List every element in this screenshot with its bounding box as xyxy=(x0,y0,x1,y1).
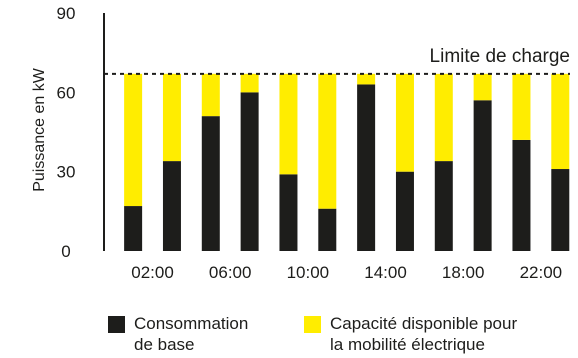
bar-base-consumption xyxy=(162,161,181,251)
bar-base-consumption xyxy=(512,139,531,251)
bar-ev-capacity xyxy=(240,73,259,93)
bar-ev-capacity xyxy=(551,73,570,170)
y-tick-labels: 0 30 60 90 xyxy=(57,4,76,261)
bar-base-consumption xyxy=(279,174,298,251)
charge-limit-label: Limite de charge xyxy=(430,46,570,67)
legend-label-base: Consommation de base xyxy=(134,314,249,354)
bar-base-consumption xyxy=(551,169,570,251)
legend-item-capacity: Capacité disponible pour la mobilité éle… xyxy=(304,313,517,355)
x-tick-label: 06:00 xyxy=(209,263,252,282)
bars-group xyxy=(124,73,570,252)
bar-ev-capacity xyxy=(162,73,181,162)
bar-base-consumption xyxy=(357,84,376,252)
y-tick-label: 0 xyxy=(61,242,70,261)
bar-ev-capacity xyxy=(395,73,414,172)
y-tick-label: 60 xyxy=(57,83,76,102)
y-axis-label: Puissance en kW xyxy=(31,67,48,192)
legend-item-base: Consommation de base xyxy=(108,313,248,355)
bar-base-consumption xyxy=(124,206,143,251)
bar-ev-capacity xyxy=(434,73,453,162)
x-tick-label: 14:00 xyxy=(364,263,407,282)
bar-base-consumption xyxy=(201,116,220,251)
legend-swatch-capacity xyxy=(304,316,321,333)
bar-base-consumption xyxy=(395,171,414,251)
bar-ev-capacity xyxy=(357,73,376,85)
x-tick-label: 10:00 xyxy=(287,263,330,282)
bar-base-consumption xyxy=(434,161,453,251)
bar-ev-capacity xyxy=(318,73,337,209)
bar-base-consumption xyxy=(240,92,259,251)
stacked-bar-chart: Puissance en kW 0 30 60 90 02:00 06:00 10:00 1… xyxy=(31,4,570,282)
bar-ev-capacity xyxy=(124,73,143,207)
bar-ev-capacity xyxy=(201,73,220,117)
x-tick-label: 02:00 xyxy=(131,263,174,282)
bar-base-consumption xyxy=(473,100,492,252)
bar-ev-capacity xyxy=(473,73,492,101)
legend-swatch-base xyxy=(108,316,125,333)
x-tick-label: 22:00 xyxy=(520,263,563,282)
x-tick-labels: 02:00 06:00 10:00 14:00 18:00 22:00 xyxy=(131,263,562,282)
bar-base-consumption xyxy=(318,208,337,251)
y-tick-label: 30 xyxy=(57,163,76,182)
y-tick-label: 90 xyxy=(57,4,76,23)
x-tick-label: 18:00 xyxy=(442,263,485,282)
legend-label-capacity: Capacité disponible pour la mobilité éle… xyxy=(330,314,518,354)
bar-ev-capacity xyxy=(279,73,298,175)
bar-ev-capacity xyxy=(512,73,531,140)
